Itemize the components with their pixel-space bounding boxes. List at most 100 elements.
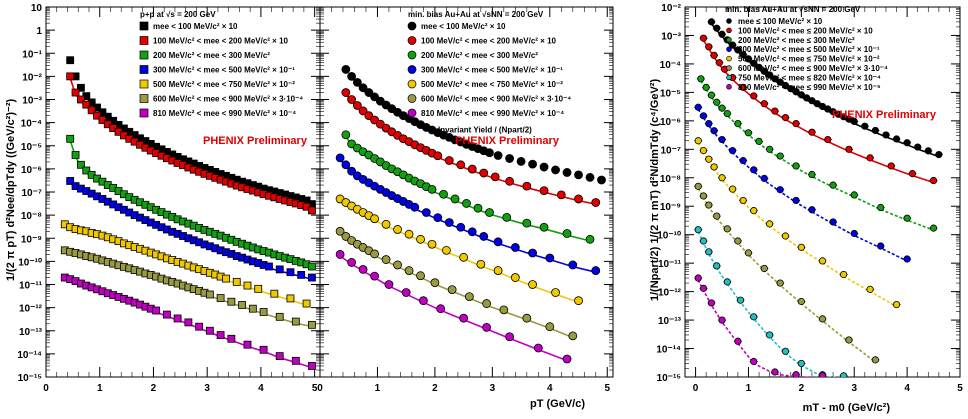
x-axis-title: pT (GeV/c): [530, 398, 585, 410]
data-point: [381, 255, 391, 264]
annotation-preliminary: PHENIX Preliminary: [203, 135, 308, 147]
legend-entry: 810 MeV/c² < mee < 990 MeV/c² × 10⁻⁴: [153, 109, 296, 118]
legend-marker: [139, 65, 149, 74]
y-tick-label: 10⁻⁴: [660, 60, 681, 71]
data-point: [516, 157, 526, 166]
series-0: [707, 18, 943, 159]
data-point: [419, 296, 428, 306]
data-point: [808, 170, 816, 179]
data-point: [456, 222, 466, 232]
series-curve: [697, 108, 908, 262]
legend-marker: [407, 108, 417, 118]
data-point: [718, 316, 726, 324]
data-point: [929, 224, 938, 232]
y-tick-label: 10⁻⁶: [21, 165, 42, 176]
data-point: [850, 229, 858, 238]
legend-marker: [726, 37, 732, 43]
data-point: [195, 322, 204, 331]
data-point: [723, 225, 731, 233]
data-point: [352, 77, 362, 87]
data-point: [87, 106, 96, 115]
data-point: [574, 194, 583, 204]
data-point: [505, 332, 514, 342]
data-point: [699, 34, 708, 42]
data-point: [840, 270, 848, 279]
data-point: [482, 322, 492, 332]
data-point: [352, 101, 362, 110]
legend-marker: [139, 79, 149, 89]
x-tick-label: 4: [258, 383, 264, 394]
legend-entry: 810 MeV/c² < mee < 990 MeV/c² × 10⁻⁴: [421, 109, 564, 118]
legend-marker: [726, 84, 732, 90]
data-point: [771, 368, 779, 376]
data-point: [728, 147, 737, 155]
legend-title: p+p at √s = 200 GeV: [140, 10, 216, 19]
data-point: [574, 296, 583, 306]
data-point: [66, 134, 75, 143]
legend-entry: mee < 100 MeV/c² × 10: [153, 22, 238, 31]
data-point: [710, 51, 718, 59]
legend-entry: 600 MeV/c² < mee < 900 MeV/c² × 3·10⁻⁴: [153, 95, 303, 104]
data-point: [493, 266, 503, 275]
data-point: [776, 279, 784, 287]
data-point: [713, 24, 721, 32]
series-0: [341, 65, 606, 185]
data-point: [490, 172, 500, 182]
legend-marker: [407, 79, 417, 89]
data-point: [308, 206, 316, 215]
data-point: [510, 273, 520, 282]
data-point: [750, 313, 758, 321]
data-point: [734, 120, 742, 128]
series-4: [60, 220, 311, 308]
x-tick-label: 1: [97, 383, 103, 394]
data-point: [866, 285, 874, 293]
legend-footer: Invariant Yield / (Npart/2): [438, 126, 532, 135]
x-tick-label: 5: [312, 383, 318, 394]
data-point: [238, 301, 246, 309]
data-point: [421, 208, 431, 217]
data-point: [694, 274, 702, 282]
data-point: [441, 245, 451, 255]
series-6: [335, 250, 572, 364]
data-point: [539, 186, 549, 195]
data-point: [914, 143, 922, 151]
y-tick-label: 10⁻⁴: [21, 119, 42, 130]
series-curve: [339, 255, 568, 362]
y-tick-label: 10⁻¹³: [19, 327, 43, 338]
data-point: [597, 175, 606, 185]
data-point: [877, 242, 885, 250]
legend-marker: [139, 108, 149, 118]
data-point: [792, 120, 800, 128]
legend-entry: 100 MeV/c² < mee < 200 MeV/c² × 10: [421, 37, 557, 46]
x-tick-label: 4: [547, 383, 553, 394]
data-point: [364, 88, 374, 97]
legend-entry: 600 MeV/c² < mee < 900 MeV/c² × 3·10⁻⁴: [421, 95, 571, 104]
series-curve: [697, 231, 844, 377]
data-point: [755, 137, 763, 145]
data-point: [467, 227, 477, 237]
data-point: [286, 294, 295, 303]
y-tick-label: 10⁻¹⁰: [18, 257, 42, 268]
data-point: [792, 196, 800, 205]
data-point: [744, 55, 753, 63]
data-point: [439, 189, 448, 199]
data-point: [702, 83, 710, 91]
data-point: [713, 262, 721, 270]
data-point: [705, 248, 713, 256]
data-point: [493, 151, 503, 160]
data-point: [393, 225, 402, 234]
data-point: [776, 78, 784, 86]
data-point: [781, 81, 790, 90]
data-point: [739, 196, 747, 205]
legend: min. bias Au+Au at √sNN = 200 GeV mee ≤ 1…: [725, 5, 888, 92]
data-point: [528, 248, 537, 258]
legend-entry: 100 MeV/c² < mee ≤ 200 MeV/c² × 10: [738, 26, 873, 35]
data-point: [718, 135, 726, 144]
data-point: [416, 234, 425, 244]
data-point: [370, 214, 379, 224]
x-tick-label: 0: [43, 383, 49, 394]
data-point: [232, 277, 241, 286]
data-point: [485, 148, 494, 158]
data-point: [162, 310, 171, 319]
data-point: [760, 100, 768, 108]
